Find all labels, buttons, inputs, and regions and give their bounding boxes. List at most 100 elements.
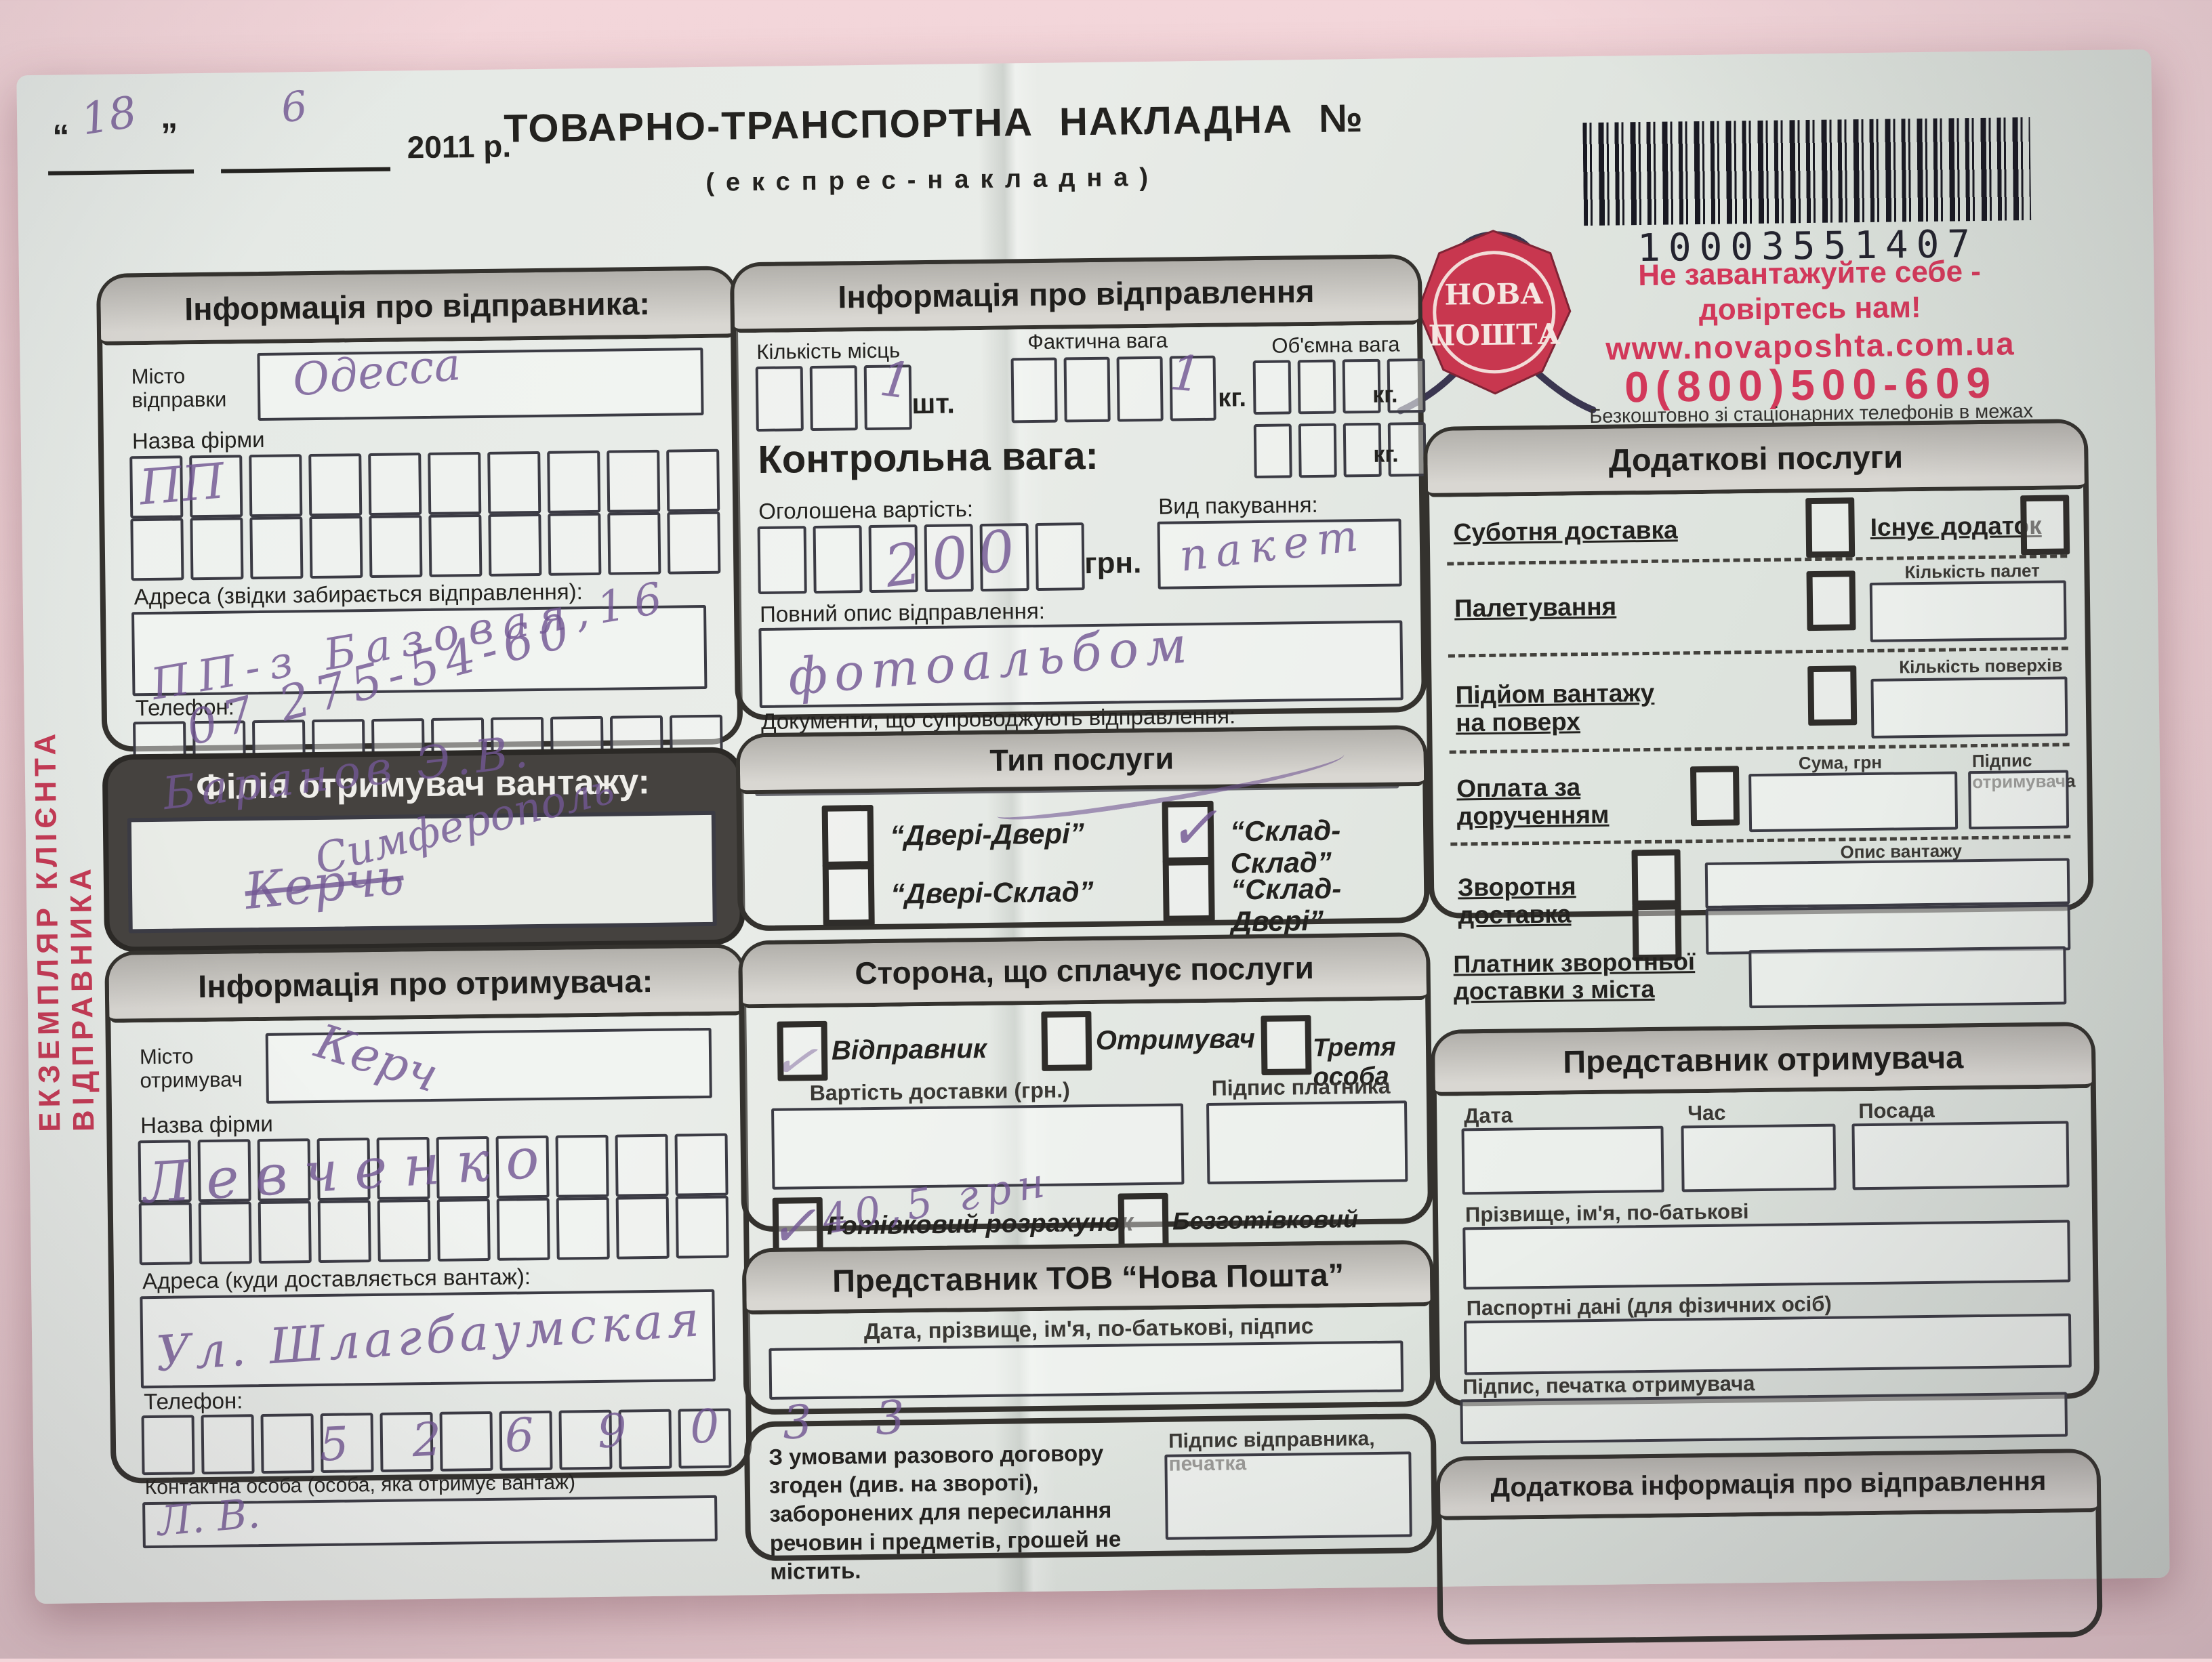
services-section-title: Додаткові послуги [1427,423,2085,497]
palleting-label: Палетування [1454,592,1617,623]
barcode [1582,117,2032,226]
sum-field [1748,771,1959,833]
sender-city-label: Місто відправки [131,364,227,413]
receiver-section-title: Інформація про отримувача: [108,947,743,1023]
rep-date-field [1461,1125,1664,1195]
sender-section-title: Інформація про відправника: [100,270,735,346]
year-label: 2011 р. [407,128,512,165]
declared-value-handwriting: 200 [880,515,1030,600]
recipient-representative-section: Представник отримувача Дата Час Посада П… [1430,1021,2100,1407]
attachment-exists-label: Існує додаток [1870,511,2042,541]
receiver-address-label: Адреса (куди доставляється вантаж): [142,1264,531,1294]
cargo-desc-field-1 [1704,858,2070,909]
rep-date-label: Дата [1464,1103,1513,1128]
np-representative-field [769,1340,1404,1400]
payer-thirdparty-checkbox [1261,1015,1312,1075]
door-door-label: “Двері-Двері” [889,817,1085,852]
seal-text-line2: ПОШТА [1428,318,1561,352]
lift-checkbox [1807,665,1858,726]
receiver-section: Інформація про отримувача: Місто отримува… [104,943,930,1549]
handwritten-month: 6 [278,82,310,133]
cash-check: ✓ [768,1192,817,1260]
receiver-firm-label: Назва фірми [140,1110,274,1138]
kg-label-3: кг. [1373,441,1399,468]
payer-sign-label: Підпис платника [1211,1073,1391,1100]
pcs-label: шт. [912,387,956,420]
slogan-line1: Не завантажуйте себе - [1638,254,1982,293]
sender-firm-cells-row2 [130,511,721,581]
return-payer-label: Платник зворотньої доставки з міста [1453,947,1696,1005]
packing-label: Вид пакування: [1158,491,1318,519]
return-payer-field [1748,946,2067,1009]
extra-info-section: Додаткова інформація про відправлення [1435,1448,2103,1645]
sender-firm-handwriting: ПП [137,452,227,516]
sender-firm-label: Назва фірми [131,426,265,454]
payment-order-checkbox [1689,766,1740,827]
receiver-contact-handwriting: Л. В. [155,1489,262,1546]
volume-weight-label: Об'ємна вага [1271,332,1400,358]
payer-receiver-checkbox [1041,1011,1092,1071]
floors-qty-field [1870,676,2068,739]
payment-order-label: Оплата за дорученням [1456,773,1610,831]
warehouse-warehouse-label: “Склад-Склад” [1229,814,1341,879]
recipient-representative-title: Представник отримувача [1434,1026,2092,1096]
receiver-phone-label: Телефон: [144,1388,243,1415]
services-separator-4 [1450,835,2071,846]
waybill-paper: “ 18 ” 6 2011 р. ТОВАРНО-ТРАНСПОРТНА НАК… [16,49,2170,1645]
np-representative-field-label: Дата, прізвище, ім'я, по-батькові, підпи… [863,1313,1314,1344]
door-door-checkbox [821,804,874,868]
rep-position-field [1851,1121,2070,1190]
warehouse-door-label: “Склад-Двері” [1230,872,1342,938]
shipment-section: Інформація про відправлення Кількість мі… [729,254,1427,734]
rep-sign-field [1460,1392,2068,1445]
rep-time-label: Час [1687,1100,1726,1125]
page-subtitle: (експрес-накладна) [705,163,1160,197]
sender-section: Інформація про відправника: Місто відправ… [96,266,743,854]
novaposhta-logo: НОВА ПОШТА [1386,211,1605,417]
payer-sender-label: Відправник [831,1033,987,1066]
saturday-delivery-label: Суботня доставка [1453,516,1678,547]
recipient-sign-small-field [1968,770,2070,830]
declared-value-label: Оголошена вартість: [758,496,974,524]
branch-handwriting-crossed: Керчь [242,847,407,921]
slogan-line2: довіртесь нам! [1698,291,1921,327]
control-weight-cells [1253,421,1427,479]
pallet-qty-label: Кількість палет [1904,560,2041,583]
payer-sender-check: ✓ [769,1026,821,1094]
np-representative-title: Представник ТОВ “Нова Пошта” [745,1243,1431,1315]
month-underline [221,167,391,173]
payer-section-title: Сторона, що сплачує послуги [742,936,1427,1009]
delivery-cost-label: Вартість доставки (грн.) [809,1077,1070,1106]
receiver-city-label: Місто отримувач [139,1044,243,1092]
np-representative-section: Представник ТОВ “Нова Пошта” Дата, прізв… [741,1239,1436,1415]
warehouse-door-checkbox [1162,858,1215,922]
control-weight-label: Контрольна вага: [757,433,1099,482]
floors-qty-label: Кількість поверхів [1899,655,2063,678]
handwritten-day: 18 [77,87,140,146]
uah-label: грн. [1084,546,1142,581]
saturday-delivery-checkbox [1805,497,1856,558]
rep-passport-field [1463,1313,2072,1375]
date-quote-close: ” [161,116,178,154]
sum-label: Сума, грн [1798,751,1883,774]
palleting-checkbox [1806,570,1856,631]
volume-weight-cells [1252,358,1426,415]
copy-type-label: ЕКЗЕМПЛЯР КЛІЄНТА ВІДПРАВНИКА [28,728,101,1133]
page-title: ТОВАРНО-ТРАНСПОРТНА НАКЛАДНА № [503,96,1365,151]
rep-name-field [1462,1220,2071,1290]
kg-label-1: кг. [1218,383,1247,413]
terms-text: З умовами разового договору згоден (див.… [769,1440,1122,1584]
return-delivery-checkbox-1 [1631,849,1681,907]
return-delivery-label: Зворотня доставка [1457,872,1576,930]
pallet-qty-field [1869,580,2067,642]
rep-sign-label-visible: Підпис, печатка отримувача [1462,1371,1755,1399]
description-label: Повний опис відправлення: [759,598,1046,627]
payer-section: Сторона, що сплачує послуги ✓ Відправник… [738,932,1434,1262]
door-warehouse-label: “Двері-Склад” [890,875,1094,910]
seal-text-line1: НОВА [1444,277,1544,312]
extra-info-title: Додаткова інформація про відправлення [1439,1452,2097,1520]
actual-weight-label: Фактична вага [1027,328,1168,354]
sender-signature-field [1164,1451,1412,1540]
qty-handwriting: 1 [876,349,915,411]
rep-time-field [1681,1123,1837,1192]
